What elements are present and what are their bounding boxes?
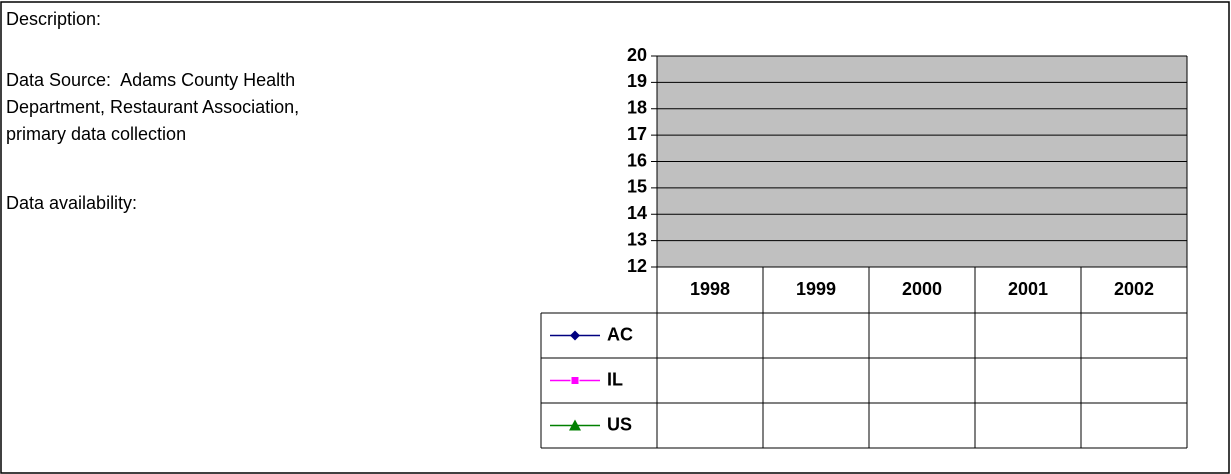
- legend-label: IL: [607, 369, 623, 389]
- y-tick-label: 20: [627, 45, 647, 65]
- legend-label: AC: [607, 324, 633, 344]
- x-tick-label: 2002: [1114, 279, 1154, 299]
- x-tick-label: 1999: [796, 279, 836, 299]
- y-tick-label: 17: [627, 124, 647, 144]
- y-tick-label: 18: [627, 98, 647, 118]
- y-tick-label: 12: [627, 256, 647, 276]
- chart: 12 13 14 15 16 17 18 19 20 1998 1999 2000 2001 2002 AC…: [540, 45, 1188, 449]
- legend-label: US: [607, 414, 632, 434]
- x-tick-label: 2001: [1008, 279, 1048, 299]
- availability-label: Data availability:: [6, 193, 137, 213]
- y-tick-label: 19: [627, 71, 647, 91]
- description-label: Description:: [6, 9, 101, 29]
- legend-marker: [570, 330, 580, 341]
- legend-marker: [570, 376, 580, 385]
- y-tick-label: 16: [627, 150, 647, 170]
- y-tick-label: 14: [627, 203, 647, 223]
- y-tick-label: 13: [627, 229, 647, 249]
- legend-marker: [569, 419, 581, 431]
- x-tick-label: 1998: [690, 279, 730, 299]
- data-source-line: Data Source: Adams County Health: [6, 70, 295, 90]
- x-tick-label: 2000: [902, 279, 942, 299]
- y-tick-label: 15: [627, 177, 647, 197]
- data-source-line: primary data collection: [6, 124, 186, 144]
- data-source-line: Department, Restaurant Association,: [6, 97, 299, 117]
